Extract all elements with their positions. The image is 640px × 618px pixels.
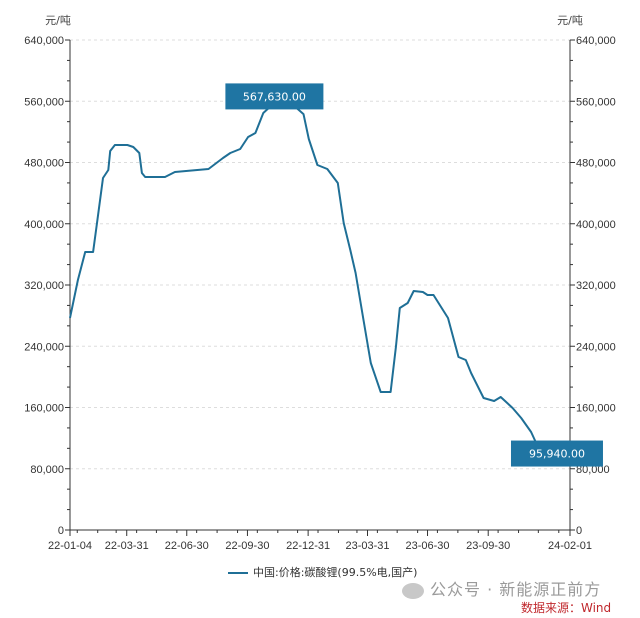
y-tick-label-left: 640,000 <box>24 35 64 47</box>
x-tick-label: 23-06-30 <box>405 540 449 552</box>
y-tick-label-right: 640,000 <box>576 35 616 47</box>
y-tick-label-right: 0 <box>576 525 582 537</box>
y-tick-label-right: 400,000 <box>576 219 616 231</box>
y-tick-label-right: 560,000 <box>576 96 616 108</box>
x-tick-label: 22-03-31 <box>105 540 149 552</box>
wechat-icon <box>402 582 424 599</box>
x-tick-label: 23-09-30 <box>466 540 510 552</box>
data-source: 数据来源：Wind <box>521 601 612 615</box>
y-unit-right: 元/吨 <box>557 14 583 27</box>
x-tick-label: 22-12-31 <box>286 540 330 552</box>
x-tick-label: 24-02-01 <box>548 540 592 552</box>
annotation-label: 95,940.00 <box>529 448 585 461</box>
x-tick-label: 23-03-31 <box>345 540 389 552</box>
series-line <box>69 94 542 457</box>
annotation-box <box>225 83 324 110</box>
y-tick-label-right: 480,000 <box>576 158 616 170</box>
x-tick-label: 22-09-30 <box>225 540 269 552</box>
legend-swatch <box>228 571 248 574</box>
y-tick-label-right: 80,000 <box>576 464 610 476</box>
annotation-label: 567,630.00 <box>243 90 306 103</box>
legend-label: 中国:价格:碳酸锂(99.5%电,国产) <box>253 566 418 579</box>
y-tick-label-right: 160,000 <box>576 403 616 415</box>
y-tick-label-left: 80,000 <box>30 464 64 476</box>
watermark: 公众号 · 新能源正前方 <box>402 581 601 599</box>
y-tick-label-left: 320,000 <box>24 280 64 292</box>
annotation-box <box>510 440 603 467</box>
watermark-text: 公众号 · 新能源正前方 <box>430 580 602 599</box>
legend[interactable]: 中国:价格:碳酸锂(99.5%电,国产) <box>228 566 417 579</box>
y-tick-label-left: 480,000 <box>24 158 64 170</box>
y-unit-left: 元/吨 <box>45 14 71 27</box>
y-tick-label-left: 400,000 <box>24 219 64 231</box>
y-tick-label-right: 240,000 <box>576 341 616 353</box>
y-tick-label-right: 320,000 <box>576 280 616 292</box>
y-tick-label-left: 240,000 <box>24 341 64 353</box>
x-tick-label: 22-06-30 <box>165 540 209 552</box>
y-tick-label-left: 560,000 <box>24 96 64 108</box>
y-tick-label-left: 0 <box>58 525 64 537</box>
y-tick-label-left: 160,000 <box>24 403 64 415</box>
x-tick-label: 22-01-04 <box>48 540 92 552</box>
